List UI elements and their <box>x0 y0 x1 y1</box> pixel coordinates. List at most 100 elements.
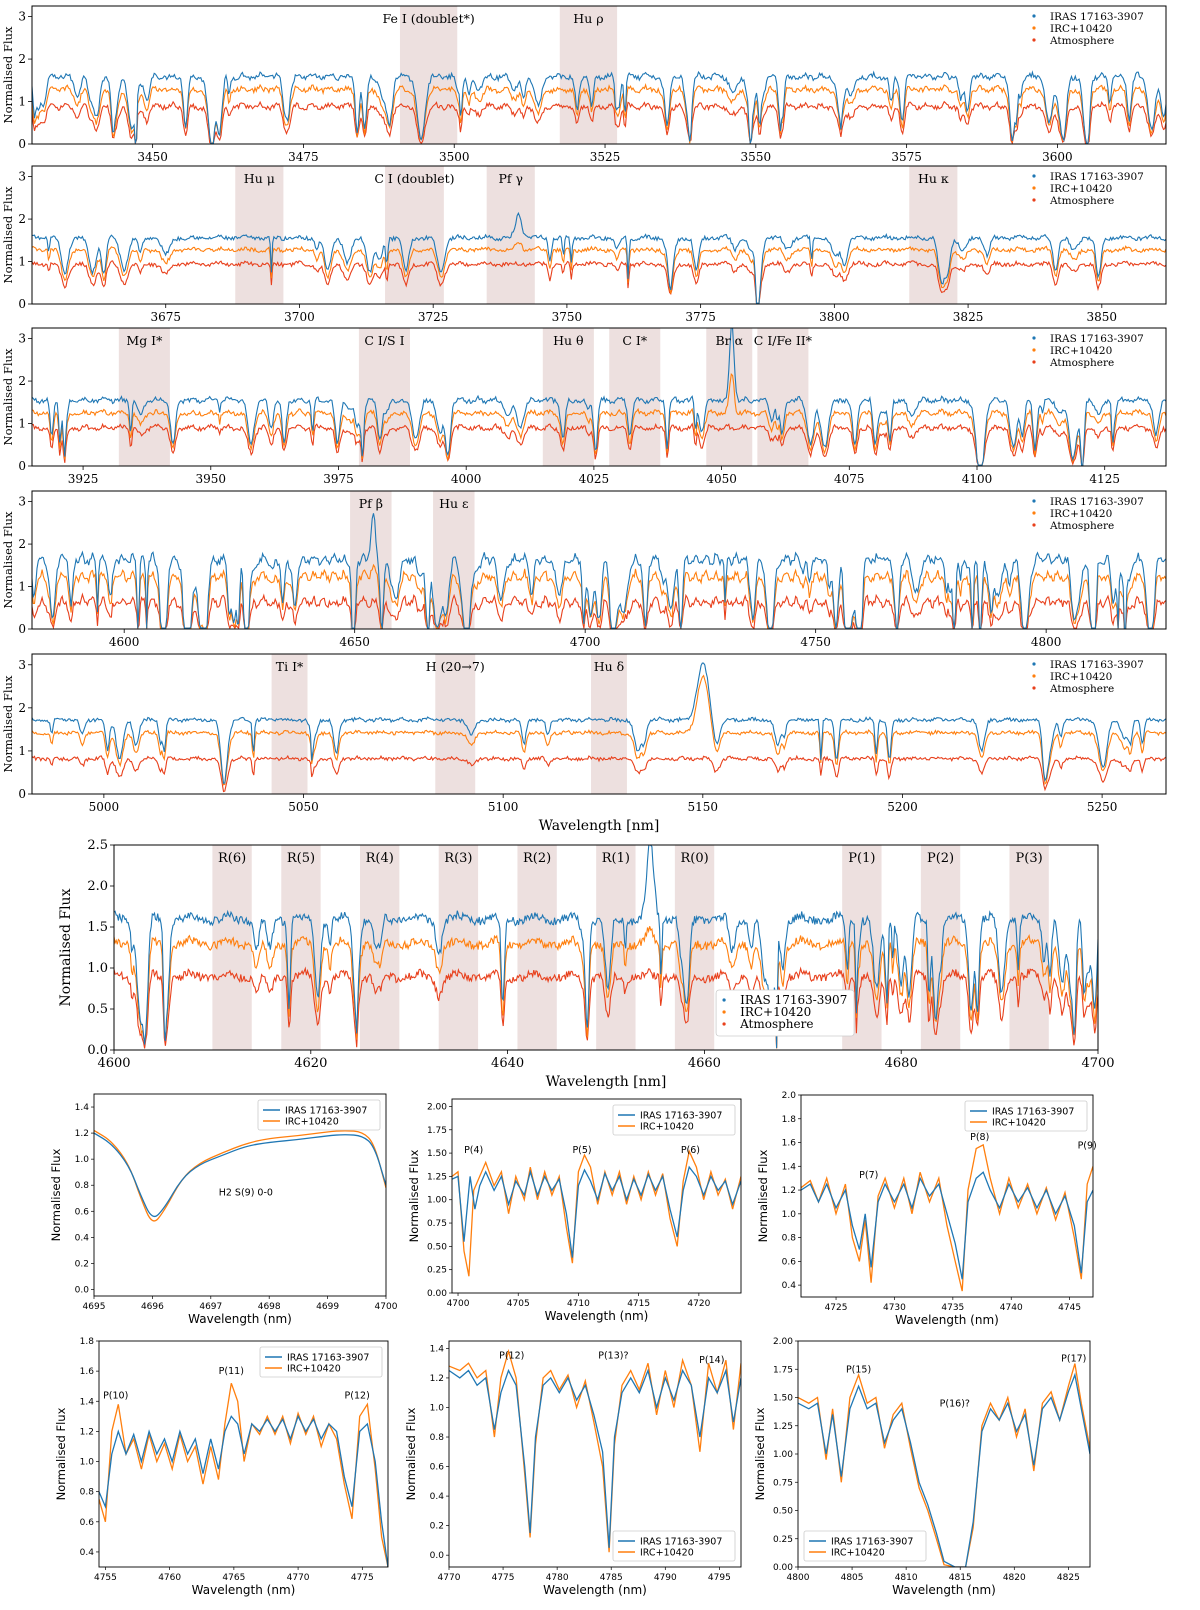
series-orange <box>32 83 1166 144</box>
detail-panel-d5: P(12) P(13)? P(14) 4770 4775 4780 4785 4790 4795… <box>404 1340 742 1597</box>
series-blue <box>94 1132 386 1218</box>
band-label: Fe I (doublet*) <box>382 11 474 26</box>
ytick-label: 1.0 <box>87 961 108 976</box>
ytick-label: 3 <box>18 332 26 346</box>
series-orange <box>798 1363 1090 1567</box>
ytick-label: 2 <box>18 701 26 715</box>
xtick-label: 5050 <box>288 800 319 814</box>
ytick-label: 1.50 <box>427 1149 447 1159</box>
ytick-label: 0.0 <box>430 1551 445 1561</box>
ytick-label: 2 <box>18 374 26 388</box>
ytick-label: 0.8 <box>782 1234 797 1244</box>
xtick-label: 3800 <box>819 310 850 324</box>
xtick-label: 4755 <box>94 1573 117 1583</box>
plot-area <box>114 845 1098 1049</box>
spectrum-panel-p1: Fe I (doublet*) Hu ρ 3450 3475 3500 3525 3550 3… <box>1 5 1167 164</box>
ylabel: Normalised Flux <box>404 1407 418 1500</box>
ytick-label: 1.5 <box>87 920 108 935</box>
xtick-label: 4075 <box>834 472 865 486</box>
detail-panel-d4: P(10) P(11) P(12) 4755 4760 4765 4770 4775 0.4 0.… <box>54 1337 389 1597</box>
line-band <box>358 328 410 466</box>
line-annotation: P(17) <box>1061 1353 1086 1364</box>
ytick-label: 0.2 <box>75 1259 89 1269</box>
line-band <box>609 328 661 466</box>
xtick-label: 4710 <box>567 1299 590 1309</box>
xtick-label: 4700 <box>447 1299 470 1309</box>
legend-label: Atmosphere <box>1049 357 1114 369</box>
legend-marker-orange <box>1032 511 1036 515</box>
series-orange <box>32 242 1166 304</box>
xtick-label: 4650 <box>339 635 370 649</box>
spectrum-panel-p5: Ti I* H (20→7) Hu δ 5000 5050 5100 5150 5200 525… <box>1 653 1167 834</box>
xtick-label: 4715 <box>627 1299 650 1309</box>
legend-label: IRAS 17163-3907 <box>740 993 847 1007</box>
line-band <box>674 845 715 1050</box>
xtick-label: 4600 <box>109 635 140 649</box>
line-band <box>385 166 444 304</box>
xtick-label: 3925 <box>68 472 99 486</box>
ytick-label: 0.00 <box>773 1563 793 1573</box>
legend-marker-blue <box>1032 662 1036 666</box>
series-orange <box>94 1129 386 1222</box>
ytick-label: 0.4 <box>430 1492 445 1502</box>
series-orange <box>32 373 1166 466</box>
ytick-label: 1.0 <box>75 1155 90 1165</box>
series-red <box>32 592 1166 629</box>
ytick-label: 0.8 <box>80 1488 95 1498</box>
ylabel: Normalised Flux <box>54 1407 68 1500</box>
band-label: R(5) <box>287 851 315 866</box>
band-label: R(4) <box>366 851 394 866</box>
ylabel: Normalised Flux <box>1 675 15 772</box>
plot-frame <box>98 1340 389 1568</box>
xtick-label: 4695 <box>83 1302 106 1312</box>
ytick-label: 1.0 <box>80 1458 95 1468</box>
xtick-label: 4700 <box>570 635 601 649</box>
xtick-label: 4640 <box>491 1056 524 1071</box>
band-label: P(2) <box>927 851 954 866</box>
xtick-label: 4680 <box>885 1056 918 1071</box>
ylabel: Normalised Flux <box>407 1149 421 1242</box>
plot-area <box>32 662 1166 793</box>
legend-marker-orange <box>1032 26 1036 30</box>
xtick-label: 3700 <box>284 310 315 324</box>
ytick-label: 1.75 <box>773 1365 793 1375</box>
ytick-label: 0.75 <box>773 1478 793 1488</box>
xtick-label: 4000 <box>451 472 482 486</box>
xtick-label: 4785 <box>600 1573 623 1583</box>
plot-frame <box>113 844 1099 1051</box>
line-band <box>517 845 557 1050</box>
xtick-label: 3950 <box>196 472 227 486</box>
ytick-label: 2.0 <box>87 879 108 894</box>
ytick-label: 1.50 <box>773 1394 793 1404</box>
line-band <box>118 328 170 466</box>
legend-label: IRAS 17163-3907 <box>992 1107 1074 1118</box>
legend-label: IRAS 17163-3907 <box>831 1537 913 1548</box>
xtick-label: 4740 <box>1000 1303 1023 1313</box>
ytick-label: 0.6 <box>75 1207 90 1217</box>
xtick-label: 4775 <box>351 1573 374 1583</box>
band-label: Mg I* <box>126 333 163 348</box>
ytick-label: 1.6 <box>80 1367 95 1377</box>
xlabel: Wavelength (nm) <box>895 1313 999 1327</box>
plot-frame <box>31 327 1167 467</box>
xlabel: Wavelength (nm) <box>545 1309 649 1323</box>
ytick-label: 0.8 <box>430 1433 445 1443</box>
plot-frame <box>31 165 1167 305</box>
ytick-label: 0 <box>18 787 26 801</box>
ylabel: Normalised Flux <box>49 1148 63 1241</box>
xtick-label: 5150 <box>688 800 719 814</box>
line-annotation: P(8) <box>970 1132 989 1143</box>
series-blue <box>32 70 1166 144</box>
ytick-label: 1.8 <box>80 1337 95 1347</box>
ytick-label: 1.4 <box>782 1162 797 1172</box>
ytick-label: 0.00 <box>427 1289 447 1299</box>
legend-marker-orange <box>722 1010 726 1014</box>
line-band <box>757 328 809 466</box>
ytick-label: 0 <box>18 622 26 636</box>
series-blue <box>99 1414 388 1567</box>
